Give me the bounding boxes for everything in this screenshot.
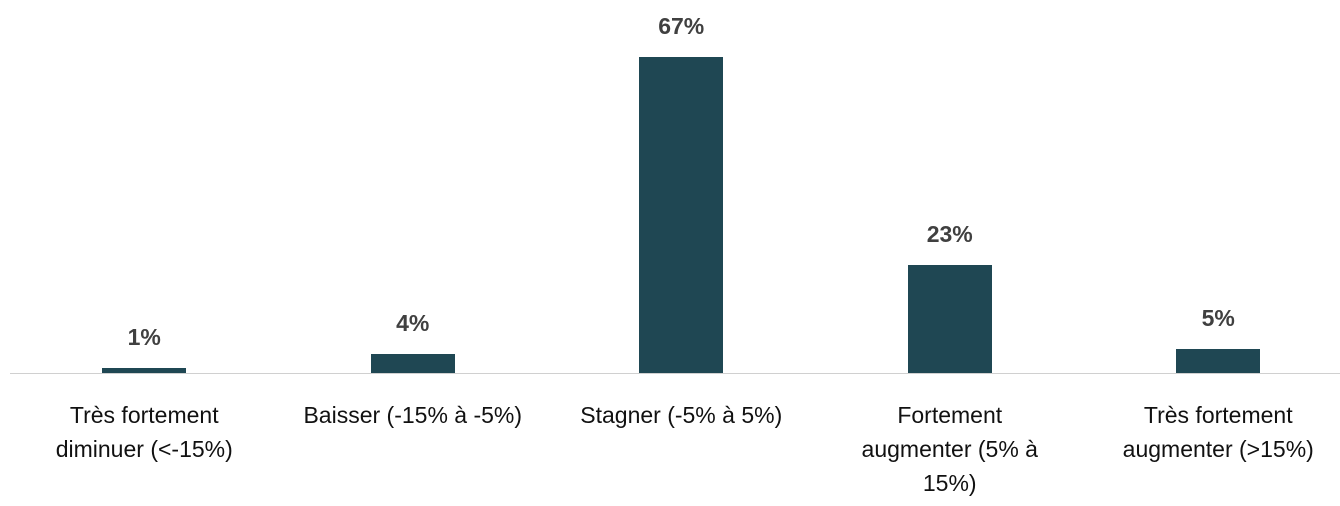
x-tick-label: Fortement augmenter (5% à 15%) xyxy=(861,402,1038,496)
x-tick-label: Baisser (-15% à -5%) xyxy=(303,402,523,428)
x-tick-label: Très fortement augmenter (>15%) xyxy=(1122,402,1314,462)
data-label: 1% xyxy=(127,324,161,351)
x-tick-label: Très fortement diminuer (<-15%) xyxy=(55,402,233,462)
bar xyxy=(639,57,724,373)
x-tick-label: Stagner (-5% à 5%) xyxy=(580,402,783,428)
bar xyxy=(102,368,187,373)
data-label: 67% xyxy=(658,13,705,39)
x-axis-line xyxy=(10,373,1340,374)
data-label: 5% xyxy=(1201,305,1235,332)
data-label: 23% xyxy=(926,220,973,247)
bar xyxy=(1176,349,1261,373)
data-label: 4% xyxy=(396,310,430,337)
bar xyxy=(370,354,455,373)
bar xyxy=(907,264,992,373)
